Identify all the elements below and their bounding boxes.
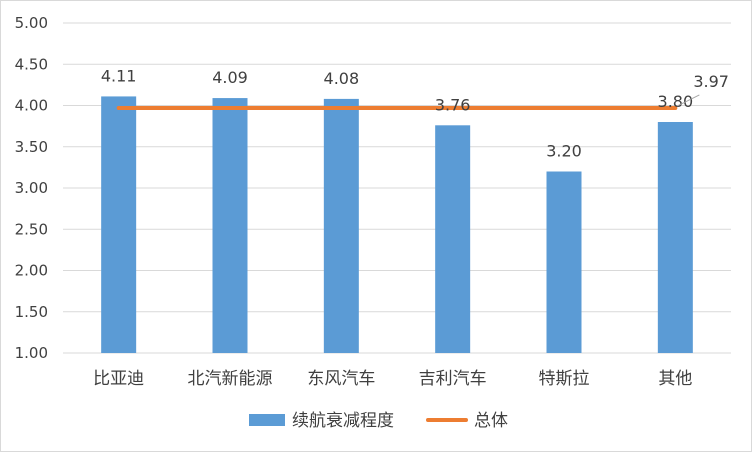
data-labels: 4.11 4.09 4.08 3.76 3.20 3.803.97 xyxy=(101,66,729,160)
x-category-label: 东风汽车 xyxy=(307,369,375,389)
legend-bar-label: 续航衰减程度 xyxy=(292,411,394,431)
x-category-label: 特斯拉 xyxy=(539,369,590,389)
y-tick-label: 4.00 xyxy=(15,97,48,115)
bar-data-label: 3.76 xyxy=(435,95,471,114)
y-tick-label: 2.50 xyxy=(15,220,48,238)
line-label-leader xyxy=(677,94,700,107)
x-category-label: 其他 xyxy=(658,369,692,389)
bar xyxy=(546,171,582,353)
y-tick-label: 3.00 xyxy=(15,179,48,197)
bar xyxy=(323,98,359,354)
bar-data-label: 4.09 xyxy=(212,68,248,87)
line-data-label: 3.97 xyxy=(693,72,729,91)
x-axis-category-labels: 比亚迪 北汽新能源 东风汽车 吉利汽车 特斯拉 其他 xyxy=(93,369,692,389)
bar xyxy=(435,125,471,353)
y-tick-label: 2.00 xyxy=(15,262,48,280)
gridlines xyxy=(63,22,731,354)
bar xyxy=(101,96,137,354)
y-tick-label: 1.50 xyxy=(15,303,48,321)
y-tick-label: 1.00 xyxy=(15,344,48,362)
y-axis-tick-labels: 1.00 1.50 2.00 2.50 3.00 3.50 4.00 4.50 5.00 xyxy=(15,14,48,362)
legend-bar-swatch xyxy=(249,414,285,426)
bar-data-label: 3.20 xyxy=(546,142,582,161)
legend-line-label: 总体 xyxy=(474,411,508,431)
bar-data-label: 3.80 xyxy=(658,92,694,111)
y-tick-label: 3.50 xyxy=(15,138,48,156)
y-tick-label: 4.50 xyxy=(15,55,48,73)
x-category-label: 北汽新能源 xyxy=(188,369,273,389)
bar-data-label: 4.11 xyxy=(101,66,137,85)
bar xyxy=(212,98,248,353)
x-category-label: 吉利汽车 xyxy=(419,369,487,389)
y-tick-label: 5.00 xyxy=(15,14,48,32)
bar-data-label: 4.08 xyxy=(324,69,360,88)
x-category-label: 比亚迪 xyxy=(93,369,144,389)
bar xyxy=(657,122,693,353)
legend: 续航衰减程度 总体 xyxy=(249,411,508,431)
bars xyxy=(101,96,693,354)
